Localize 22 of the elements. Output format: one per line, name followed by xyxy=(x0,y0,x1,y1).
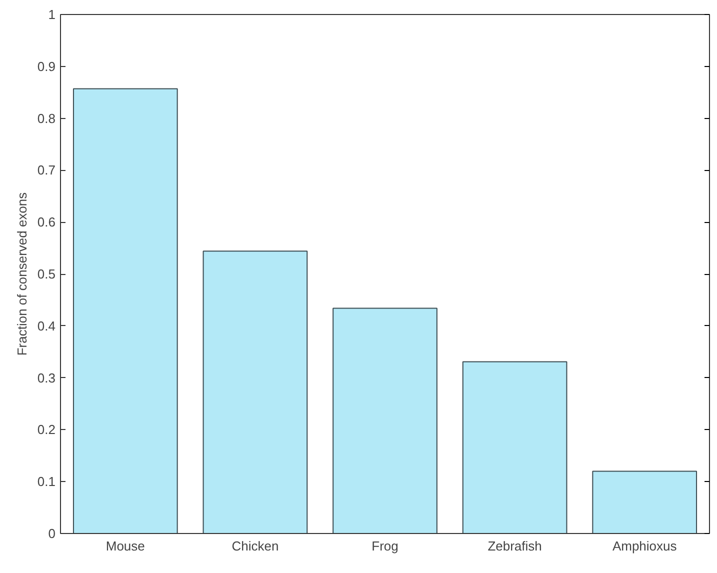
bar xyxy=(332,308,438,534)
bar xyxy=(592,470,698,534)
bar xyxy=(202,250,308,534)
y-tick-label: 0.9 xyxy=(37,58,56,74)
y-tick-label: 0 xyxy=(48,526,56,541)
y-tick-label: 0.5 xyxy=(37,266,56,282)
y-tick-label: 0.1 xyxy=(37,474,56,490)
y-tick-label: 1 xyxy=(48,7,56,22)
x-tick-label: Chicken xyxy=(232,538,279,554)
x-tick-label: Amphioxus xyxy=(612,538,678,554)
x-tick-label: Zebrafish xyxy=(488,538,542,554)
y-axis-title: Fraction of conserved exons xyxy=(14,192,30,356)
y-tick-label: 0.4 xyxy=(37,318,56,334)
y-tick-label: 0.2 xyxy=(37,422,56,438)
bar xyxy=(462,361,568,534)
y-tick-label: 0.7 xyxy=(37,162,56,178)
y-tick-label: 0.6 xyxy=(37,214,56,230)
x-tick-label: Frog xyxy=(372,538,398,554)
x-tick-label: Mouse xyxy=(106,538,145,554)
y-tick-label: 0.8 xyxy=(37,110,56,126)
bar xyxy=(72,88,178,534)
y-tick-label: 0.3 xyxy=(37,370,56,386)
